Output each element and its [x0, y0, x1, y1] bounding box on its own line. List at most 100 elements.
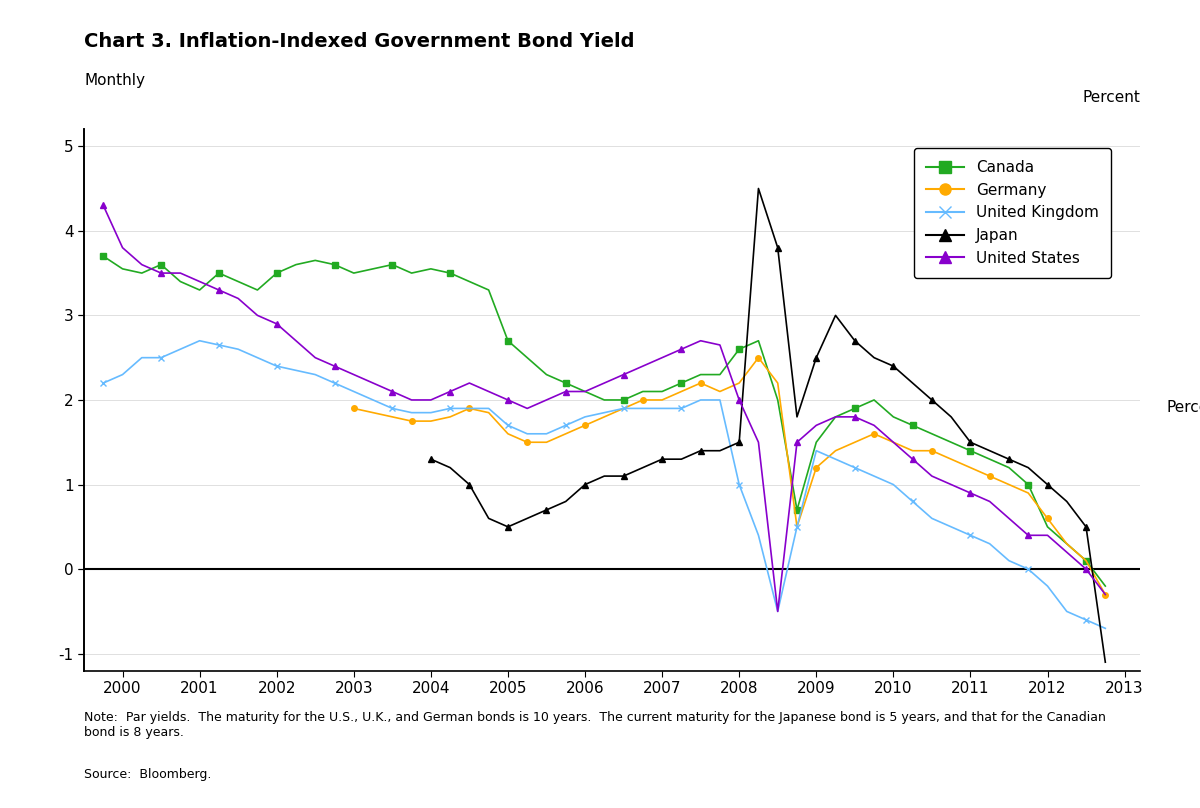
- Japan: [1021, 463, 1036, 473]
- United States: [886, 437, 900, 447]
- United Kingdom: [192, 336, 206, 346]
- Japan: [674, 454, 689, 464]
- Germany: [906, 446, 920, 456]
- Germany: [1040, 514, 1055, 524]
- Germany: [424, 416, 438, 426]
- Germany: [713, 387, 727, 397]
- Germany: [385, 412, 400, 422]
- Germany: [964, 463, 978, 473]
- Germany: [520, 437, 534, 447]
- Germany: [481, 408, 496, 418]
- Line: United States: United States: [101, 203, 1108, 614]
- Japan: [944, 412, 959, 422]
- Canada: [983, 454, 997, 464]
- Japan: [713, 446, 727, 456]
- Japan: [520, 514, 534, 524]
- Germany: [347, 403, 361, 413]
- Canada: [366, 264, 380, 274]
- Japan: [636, 463, 650, 473]
- United States: [674, 344, 689, 354]
- Germany: [1060, 539, 1074, 549]
- United States: [770, 607, 785, 617]
- Japan: [500, 522, 515, 532]
- United Kingdom: [886, 480, 900, 490]
- United Kingdom: [751, 531, 766, 541]
- Canada: [674, 378, 689, 388]
- Japan: [481, 514, 496, 524]
- Germany: [558, 429, 572, 439]
- Japan: [578, 480, 593, 490]
- Text: Percent: Percent: [1082, 90, 1140, 105]
- United States: [366, 378, 380, 388]
- Germany: [500, 429, 515, 439]
- United States: [1002, 514, 1016, 524]
- Germany: [866, 429, 881, 439]
- Germany: [1079, 556, 1093, 566]
- Japan: [828, 310, 842, 320]
- Japan: [558, 497, 572, 507]
- Japan: [770, 243, 785, 253]
- United States: [96, 200, 110, 210]
- Japan: [1098, 658, 1112, 667]
- Japan: [655, 454, 670, 464]
- Japan: [539, 505, 553, 515]
- Text: Chart 3. Inflation-Indexed Government Bond Yield: Chart 3. Inflation-Indexed Government Bo…: [84, 32, 635, 52]
- Japan: [964, 437, 978, 447]
- Line: Germany: Germany: [352, 355, 1108, 597]
- Germany: [886, 437, 900, 447]
- Japan: [886, 361, 900, 371]
- Japan: [694, 446, 708, 456]
- United Kingdom: [96, 378, 110, 388]
- Japan: [1040, 480, 1055, 490]
- United Kingdom: [1002, 556, 1016, 566]
- Canada: [694, 370, 708, 380]
- Text: Note:  Par yields.  The maturity for the U.S., U.K., and German bonds is 10 year: Note: Par yields. The maturity for the U…: [84, 711, 1106, 739]
- Germany: [598, 412, 612, 422]
- Germany: [617, 403, 631, 413]
- Germany: [539, 437, 553, 447]
- Germany: [770, 378, 785, 388]
- Japan: [809, 353, 823, 363]
- Germany: [828, 446, 842, 456]
- United Kingdom: [694, 395, 708, 405]
- Japan: [598, 471, 612, 481]
- Germany: [925, 446, 940, 456]
- Germany: [732, 378, 746, 388]
- Text: Source:  Bloomberg.: Source: Bloomberg.: [84, 768, 211, 781]
- Japan: [790, 412, 804, 422]
- Canada: [1098, 581, 1112, 591]
- United States: [1098, 590, 1112, 600]
- Germany: [809, 463, 823, 473]
- United Kingdom: [713, 395, 727, 405]
- Japan: [424, 454, 438, 464]
- United Kingdom: [385, 403, 400, 413]
- Japan: [1002, 454, 1016, 464]
- Germany: [694, 378, 708, 388]
- Germany: [443, 412, 457, 422]
- Japan: [617, 471, 631, 481]
- United Kingdom: [1098, 624, 1112, 633]
- Japan: [866, 353, 881, 363]
- Japan: [462, 480, 476, 490]
- Japan: [847, 336, 862, 346]
- Line: United Kingdom: United Kingdom: [101, 338, 1108, 631]
- Germany: [674, 387, 689, 397]
- Japan: [925, 395, 940, 405]
- Germany: [983, 471, 997, 481]
- Y-axis label: Percent: Percent: [1166, 400, 1200, 415]
- Japan: [732, 437, 746, 447]
- Germany: [1002, 480, 1016, 490]
- Germany: [1021, 488, 1036, 498]
- Germany: [404, 416, 419, 426]
- Germany: [751, 353, 766, 363]
- Japan: [906, 378, 920, 388]
- Germany: [944, 454, 959, 464]
- United States: [694, 336, 708, 346]
- Japan: [1079, 522, 1093, 532]
- Canada: [866, 395, 881, 405]
- Line: Japan: Japan: [428, 186, 1108, 665]
- Line: Canada: Canada: [101, 254, 1108, 589]
- Germany: [847, 437, 862, 447]
- Japan: [443, 463, 457, 473]
- Germany: [636, 395, 650, 405]
